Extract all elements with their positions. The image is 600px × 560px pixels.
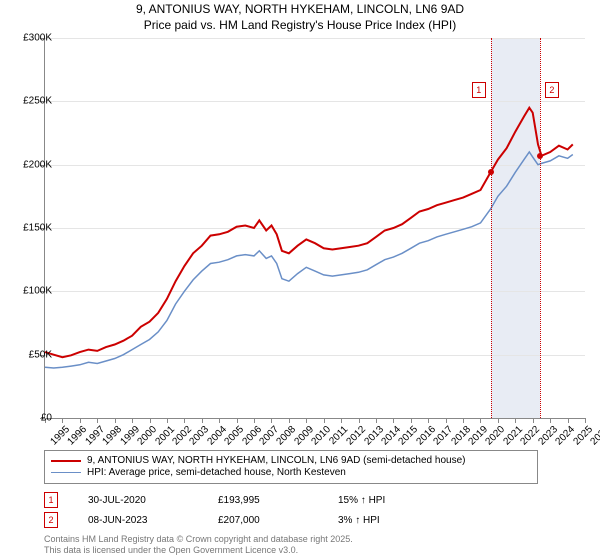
x-tick	[480, 418, 481, 423]
legend-label: 9, ANTONIUS WAY, NORTH HYKEHAM, LINCOLN,…	[87, 455, 465, 466]
y-axis-label: £300K	[12, 33, 52, 44]
x-tick	[393, 418, 394, 423]
price-row: 1 30-JUL-2020 £193,995 15% ↑ HPI	[44, 492, 425, 508]
x-tick	[306, 418, 307, 423]
marker-label-2: 2	[545, 82, 559, 98]
price-row-delta: 15% ↑ HPI	[338, 495, 385, 506]
legend-label: HPI: Average price, semi-detached house,…	[87, 467, 346, 478]
x-tick	[498, 418, 499, 423]
marker-vline-1	[491, 38, 492, 418]
x-tick	[568, 418, 569, 423]
y-axis-label: £100K	[12, 286, 52, 297]
price-row-delta: 3% ↑ HPI	[338, 515, 380, 526]
y-axis-label: £150K	[12, 223, 52, 234]
y-axis-label: £250K	[12, 96, 52, 107]
x-tick	[97, 418, 98, 423]
x-tick	[446, 418, 447, 423]
price-row-marker: 2	[44, 512, 58, 528]
x-tick	[115, 418, 116, 423]
price-row-price: £193,995	[218, 495, 298, 506]
x-tick	[463, 418, 464, 423]
x-tick	[237, 418, 238, 423]
footnote-line-1: Contains HM Land Registry data © Crown c…	[44, 534, 353, 545]
x-tick	[219, 418, 220, 423]
x-tick	[150, 418, 151, 423]
y-axis-label: £50K	[12, 349, 52, 360]
x-tick	[515, 418, 516, 423]
marker-label-1: 1	[472, 82, 486, 98]
chart-lines	[45, 38, 585, 418]
x-axis-label: 2011	[327, 424, 350, 447]
marker-vline-2	[540, 38, 541, 418]
x-tick	[411, 418, 412, 423]
x-tick	[359, 418, 360, 423]
x-tick	[324, 418, 325, 423]
title-line-2: Price paid vs. HM Land Registry's House …	[0, 18, 600, 34]
legend-row: 9, ANTONIUS WAY, NORTH HYKEHAM, LINCOLN,…	[51, 455, 531, 466]
x-tick	[271, 418, 272, 423]
price-table: 1 30-JUL-2020 £193,995 15% ↑ HPI 2 08-JUN-202…	[44, 492, 425, 532]
x-tick	[202, 418, 203, 423]
x-tick	[533, 418, 534, 423]
series-line	[45, 108, 573, 358]
legend-swatch	[51, 460, 81, 462]
marker-dot-1	[488, 169, 494, 175]
y-axis-label: £0	[12, 413, 52, 424]
x-tick	[376, 418, 377, 423]
chart-plot-area: 12	[44, 38, 585, 419]
price-row: 2 08-JUN-2023 £207,000 3% ↑ HPI	[44, 512, 425, 528]
price-row-marker: 1	[44, 492, 58, 508]
legend-box: 9, ANTONIUS WAY, NORTH HYKEHAM, LINCOLN,…	[44, 450, 538, 484]
x-tick	[428, 418, 429, 423]
marker-dot-2	[537, 153, 543, 159]
legend-row: HPI: Average price, semi-detached house,…	[51, 467, 531, 478]
title-line-1: 9, ANTONIUS WAY, NORTH HYKEHAM, LINCOLN,…	[0, 0, 600, 18]
x-tick	[254, 418, 255, 423]
x-tick	[132, 418, 133, 423]
price-row-date: 08-JUN-2023	[88, 515, 178, 526]
x-tick	[167, 418, 168, 423]
legend-swatch	[51, 472, 81, 473]
x-tick	[289, 418, 290, 423]
price-row-date: 30-JUL-2020	[88, 495, 178, 506]
footnote: Contains HM Land Registry data © Crown c…	[44, 534, 353, 556]
series-line	[45, 152, 573, 368]
x-tick	[341, 418, 342, 423]
x-tick	[585, 418, 586, 423]
x-tick	[184, 418, 185, 423]
x-tick	[550, 418, 551, 423]
y-axis-label: £200K	[12, 159, 52, 170]
x-tick	[62, 418, 63, 423]
x-tick	[80, 418, 81, 423]
price-row-price: £207,000	[218, 515, 298, 526]
footnote-line-2: This data is licensed under the Open Gov…	[44, 545, 353, 556]
